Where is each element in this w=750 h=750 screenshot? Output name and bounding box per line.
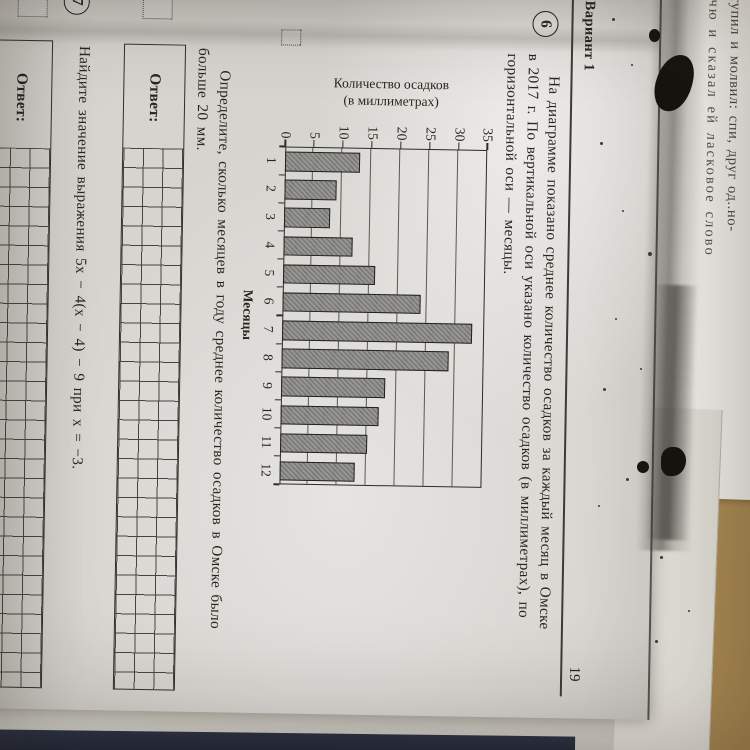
chart-plot-area <box>279 146 488 488</box>
task7-number-circle: 7 <box>63 0 91 16</box>
edge-smudge <box>645 284 699 541</box>
chart-month-label: 12 <box>258 463 274 477</box>
chart-ytick-mark <box>371 140 373 148</box>
chart-bar <box>279 461 355 483</box>
task6-question-line: больше 20 мм. <box>193 47 213 151</box>
page-number: 19 <box>566 666 583 682</box>
margin-checkbox <box>281 29 302 46</box>
chart-ytick-mark <box>284 139 287 147</box>
ink-dot <box>637 461 649 473</box>
chart-ytick-label: 35 <box>480 128 497 143</box>
chart-month-label: 2 <box>263 184 279 192</box>
worksheet-page: Вариант 1 19 6 На диаграмме показано сре… <box>0 0 663 720</box>
chart-bar <box>281 320 473 344</box>
chart-y-axis-title: Количество осадков (в миллиметрах) <box>306 74 477 111</box>
task6-answer-label: Ответ: <box>145 73 164 123</box>
chart-ytick-mark <box>342 140 344 148</box>
chart-x-axis-label: Месяцы <box>239 289 256 341</box>
chart-bar <box>280 404 379 427</box>
task6-question-line: Определите, сколько месяцев в году средн… <box>206 70 234 630</box>
chart-y-axis-title-line: (в миллиметрах) <box>343 92 439 110</box>
chart-ytick-mark <box>486 142 489 150</box>
task6-statement-line: горизонтальной оси — месяцы. <box>500 53 521 275</box>
chart-month-label: 10 <box>259 406 275 421</box>
task7-answer-grid <box>0 147 51 688</box>
chart-month-label: 6 <box>261 297 277 305</box>
chart-bar <box>280 376 386 399</box>
chart-month-label: 7 <box>261 325 277 333</box>
chart-bar <box>284 151 361 173</box>
chart-month-label: 1 <box>264 156 280 164</box>
chart-month-label: 4 <box>262 241 278 249</box>
chart-ytick-mark <box>428 141 431 149</box>
variant-label: Вариант 1 <box>580 0 598 72</box>
chart-gridline <box>422 149 430 486</box>
chart-bar <box>279 433 367 455</box>
chart-bar <box>282 264 376 286</box>
chart-gridline <box>451 150 458 487</box>
chart-ytick-mark <box>400 141 402 149</box>
chart-month-label: 3 <box>263 213 279 221</box>
ink-blob <box>661 447 686 476</box>
task7-answer-label: Ответ: <box>12 72 31 123</box>
task7-statement: Найдите значение выражения 5x − 4(x − 4)… <box>68 45 94 470</box>
chart-ytick-mark <box>457 142 460 150</box>
chart-bar <box>283 207 331 229</box>
crease-shadow <box>0 15 660 54</box>
margin-checkbox <box>142 0 174 20</box>
chart-bar <box>282 292 422 315</box>
chart-bar <box>281 348 450 371</box>
chart-month-label: 9 <box>260 382 276 390</box>
chart-bar <box>284 179 337 201</box>
chart-gridline <box>393 149 401 486</box>
chart-ytick-label: 0 <box>278 131 295 139</box>
margin-checkbox <box>17 0 49 18</box>
task6-answer-grid <box>113 147 184 690</box>
chart-ytick-mark <box>313 139 315 147</box>
task7-answer-box: Ответ: <box>0 39 54 689</box>
chart-month-label: 5 <box>262 269 278 277</box>
chart-month-label: 11 <box>259 435 275 449</box>
ink-dot <box>649 29 660 42</box>
chart-month-label: 8 <box>260 353 276 361</box>
chart-bar <box>283 235 353 257</box>
header-rule <box>560 0 575 697</box>
task6-answer-box: Ответ: <box>112 43 187 691</box>
